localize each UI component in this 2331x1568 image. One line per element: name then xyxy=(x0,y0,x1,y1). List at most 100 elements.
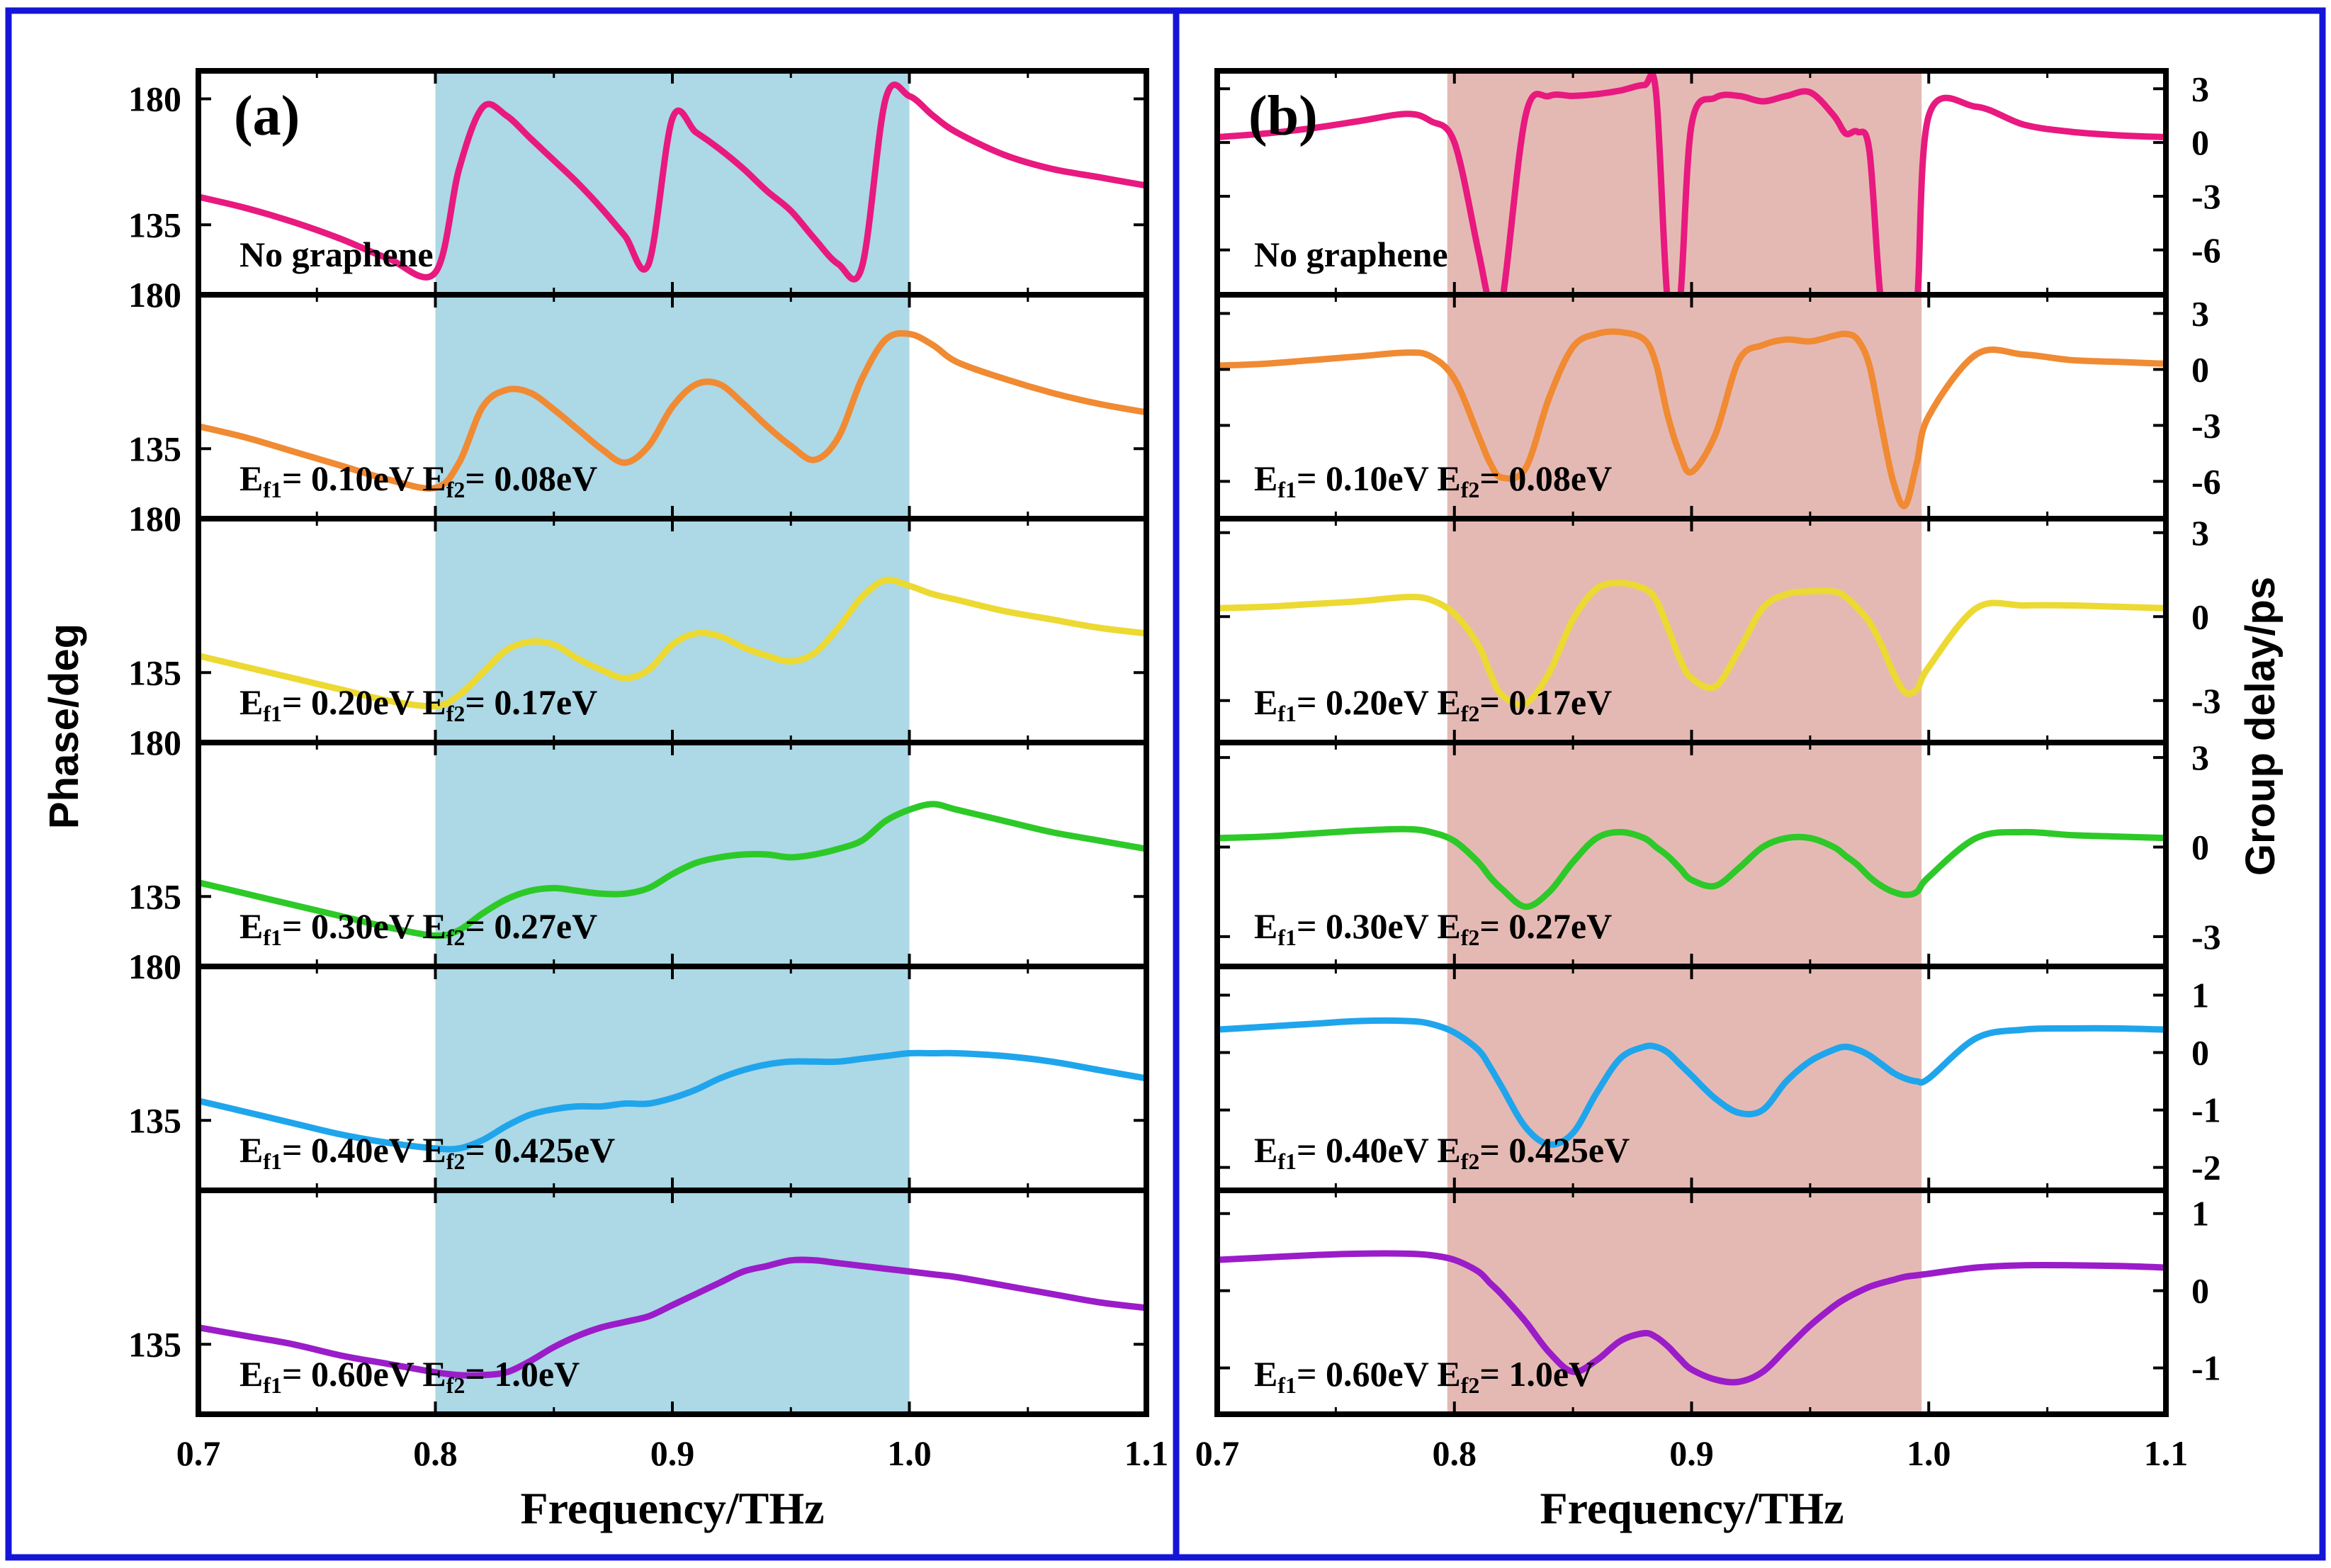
annotation-text: = 0.27eV xyxy=(465,906,597,946)
curve-b-1 xyxy=(1217,328,2166,509)
annotation-text: E xyxy=(1254,1354,1277,1394)
annotation-text: = 0.425eV xyxy=(1479,1130,1630,1170)
y-tick-label: 1 xyxy=(2191,976,2209,1015)
annotation-text: = 0.425eV xyxy=(465,1130,615,1170)
y-tick-label: 135 xyxy=(128,205,181,244)
y-tick-label: 0 xyxy=(2191,827,2209,867)
annotation-text: = 0.20eV E xyxy=(282,682,446,722)
y-tick-label: 3 xyxy=(2191,69,2209,108)
x-tick-label: 1.0 xyxy=(1907,1433,1951,1473)
annotation-text: E xyxy=(1254,1130,1277,1170)
panel-b-curves xyxy=(1217,71,2166,1386)
y-tick-label: 180 xyxy=(128,79,181,119)
annotation-text: = 0.17eV xyxy=(465,682,597,722)
annotation-text: E xyxy=(239,906,263,946)
annotation-subscript: f2 xyxy=(1461,925,1480,950)
y-tick-label: 0 xyxy=(2191,1271,2209,1311)
annotation-text: = 0.60eV E xyxy=(282,1354,446,1394)
curve-a-3 xyxy=(198,801,1146,940)
y-tick-label: 0 xyxy=(2191,349,2209,389)
series-annotation: No graphene xyxy=(239,235,434,274)
y-tick-label: -3 xyxy=(2191,681,2221,721)
curve-b-4 xyxy=(1217,1017,2166,1148)
series-annotation: Ef1= 0.20eV Ef2= 0.17eV xyxy=(239,682,597,726)
curve-b-0 xyxy=(1217,71,2166,295)
annotation-subscript: f1 xyxy=(263,477,282,502)
panel-b-ticks: 3 0 -3 -6 3 0 -3 -6 3 0 -3 3 0 -3 1 0 -1 -2 1 0 -1 0.7 0.8 0.9 1… xyxy=(1195,69,2221,1473)
annotation-text: = 0.10eV E xyxy=(1297,458,1461,498)
y-tick-label: 135 xyxy=(128,876,181,916)
annotation-subscript: f2 xyxy=(1461,477,1480,502)
annotation-text: = 0.17eV xyxy=(1479,682,1612,722)
series-annotation: Ef1= 0.10eV Ef2= 0.08eV xyxy=(1254,458,1612,502)
annotation-text: E xyxy=(1254,682,1277,722)
annotation-subscript: f2 xyxy=(446,701,465,726)
series-annotation: No graphene xyxy=(1254,235,1448,274)
curve-b-5 xyxy=(1217,1250,2166,1386)
y-tick-label: 0 xyxy=(2191,123,2209,162)
annotation-text: = 0.08eV xyxy=(1479,458,1612,498)
y-tick-label: 1 xyxy=(2191,1194,2209,1234)
panel-b: 3 0 -3 -6 3 0 -3 -6 3 0 -3 3 0 -3 1 0 -1 -2 1 0 -1 0.7 0.8 0.9 1… xyxy=(1195,68,2284,1533)
curve-a-4 xyxy=(198,1049,1146,1153)
y-tick-label: 135 xyxy=(128,653,181,692)
y-tick-label: 180 xyxy=(128,275,181,315)
y-tick-label: 135 xyxy=(128,429,181,468)
annotation-text: E xyxy=(239,458,263,498)
y-tick-label: -3 xyxy=(2191,917,2221,957)
y-tick-label: 135 xyxy=(128,1100,181,1140)
annotation-text: = 0.40eV E xyxy=(282,1130,446,1170)
series-annotation: Ef1= 0.20eV Ef2= 0.17eV xyxy=(1254,682,1612,726)
y-tick-label: -3 xyxy=(2191,176,2221,216)
series-annotation: Ef1= 0.30eV Ef2= 0.27eV xyxy=(1254,906,1612,950)
y-tick-label: 180 xyxy=(128,499,181,538)
y-tick-label: -6 xyxy=(2191,461,2221,501)
curve-a-1 xyxy=(198,329,1146,492)
annotation-subscript: f1 xyxy=(1277,1372,1297,1398)
annotation-subscript: f1 xyxy=(1277,1149,1297,1174)
annotation-text: = 0.20eV E xyxy=(1297,682,1461,722)
annotation-text: = 0.08eV xyxy=(465,458,597,498)
panel-a-curves xyxy=(198,81,1146,1379)
y-tick-label: -1 xyxy=(2191,1348,2221,1388)
annotation-text: = 0.10eV E xyxy=(282,458,446,498)
annotation-text: E xyxy=(239,682,263,722)
curve-b-3 xyxy=(1217,825,2166,910)
y-tick-label: 0 xyxy=(2191,1033,2209,1073)
panel-b-label: (b) xyxy=(1248,85,1318,147)
annotation-subscript: f1 xyxy=(263,701,282,726)
x-tick-label: 0.8 xyxy=(413,1433,458,1473)
annotation-subscript: f2 xyxy=(446,925,465,950)
y-tick-label: 180 xyxy=(128,947,181,986)
panel-b-y-axis-label: Group delay/ps xyxy=(2237,577,2284,876)
series-annotation: Ef1= 0.40eV Ef2= 0.425eV xyxy=(239,1130,615,1174)
panel-a-ticks: 180 135 180 135 180 135 180 135 180 135 135 0.7 0.8 0… xyxy=(128,71,1168,1473)
annotation-subscript: f1 xyxy=(263,1149,282,1174)
x-tick-label: 0.7 xyxy=(1195,1433,1240,1473)
curve-a-5 xyxy=(198,1256,1146,1379)
annotation-subscript: f2 xyxy=(446,1372,465,1398)
annotation-text: = 0.30eV E xyxy=(1297,906,1461,946)
y-tick-label: -3 xyxy=(2191,405,2221,445)
annotation-subscript: f1 xyxy=(263,1372,282,1398)
annotation-text: = 1.0eV xyxy=(465,1354,580,1394)
x-tick-label: 0.8 xyxy=(1433,1433,1477,1473)
annotation-subscript: f2 xyxy=(1461,1372,1480,1398)
annotation-text: = 0.60eV E xyxy=(1297,1354,1461,1394)
annotation-text: E xyxy=(239,1354,263,1394)
y-tick-label: 3 xyxy=(2191,738,2209,777)
y-tick-label: 0 xyxy=(2191,597,2209,636)
y-tick-label: -2 xyxy=(2191,1148,2221,1188)
annotation-subscript: f2 xyxy=(446,1149,465,1174)
annotation-subscript: f1 xyxy=(1277,925,1297,950)
y-tick-label: 3 xyxy=(2191,513,2209,553)
y-tick-label: 3 xyxy=(2191,293,2209,333)
panel-a-x-axis-label: Frequency/THz xyxy=(521,1483,825,1533)
y-tick-label: 180 xyxy=(128,723,181,762)
panel-a: 180 135 180 135 180 135 180 135 180 135 135 0.7 0.8 0… xyxy=(41,68,1168,1533)
annotation-text: = 0.30eV E xyxy=(282,906,446,946)
panel-b-frame xyxy=(1173,7,2326,1561)
x-tick-label: 0.9 xyxy=(1669,1433,1714,1473)
